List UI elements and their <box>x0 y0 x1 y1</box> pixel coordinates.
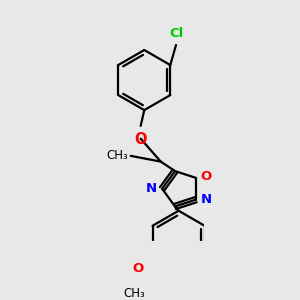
Text: O: O <box>201 170 212 183</box>
Text: Cl: Cl <box>169 27 184 40</box>
Text: CH₃: CH₃ <box>124 287 146 300</box>
Text: CH₃: CH₃ <box>106 149 128 162</box>
Text: O: O <box>134 132 147 147</box>
Text: N: N <box>146 182 157 195</box>
Text: N: N <box>201 193 212 206</box>
Text: O: O <box>133 262 144 275</box>
